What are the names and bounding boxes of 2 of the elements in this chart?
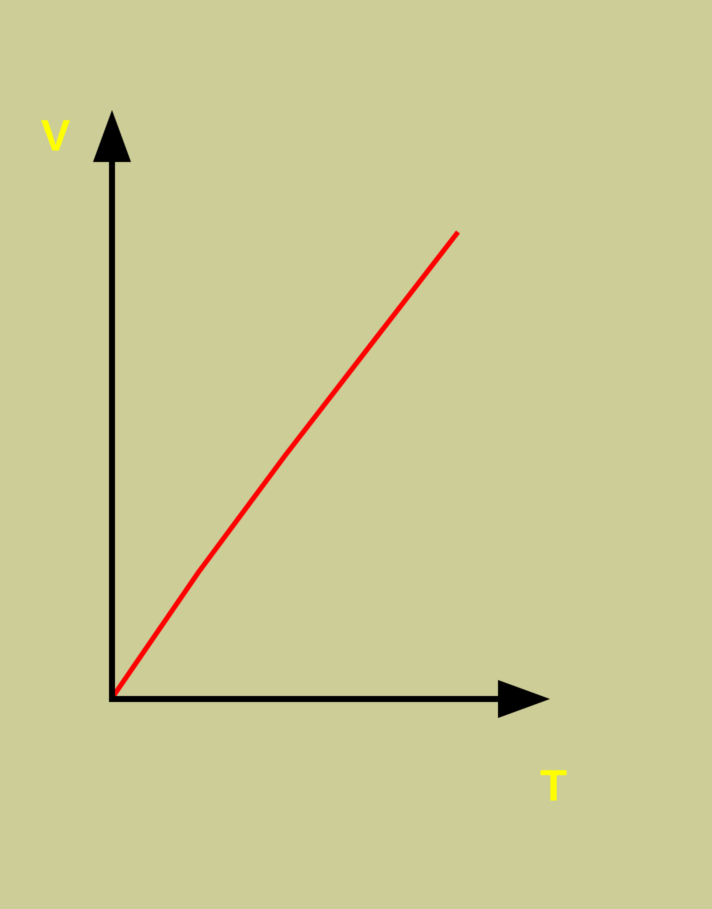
y-axis-title: V: [40, 112, 71, 160]
x-axis-title: T: [540, 762, 568, 810]
